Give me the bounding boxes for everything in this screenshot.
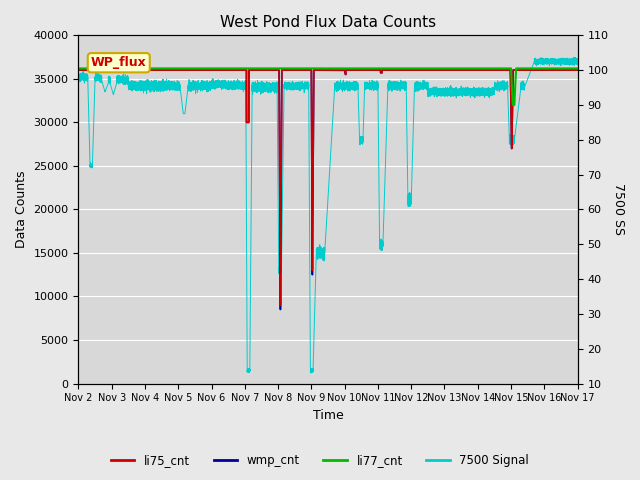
Text: WP_flux: WP_flux bbox=[91, 56, 147, 69]
Y-axis label: 7500 SS: 7500 SS bbox=[612, 183, 625, 235]
X-axis label: Time: Time bbox=[312, 409, 344, 422]
Legend: li75_cnt, wmp_cnt, li77_cnt, 7500 Signal: li75_cnt, wmp_cnt, li77_cnt, 7500 Signal bbox=[106, 449, 534, 472]
Y-axis label: Data Counts: Data Counts bbox=[15, 171, 28, 248]
Title: West Pond Flux Data Counts: West Pond Flux Data Counts bbox=[220, 15, 436, 30]
